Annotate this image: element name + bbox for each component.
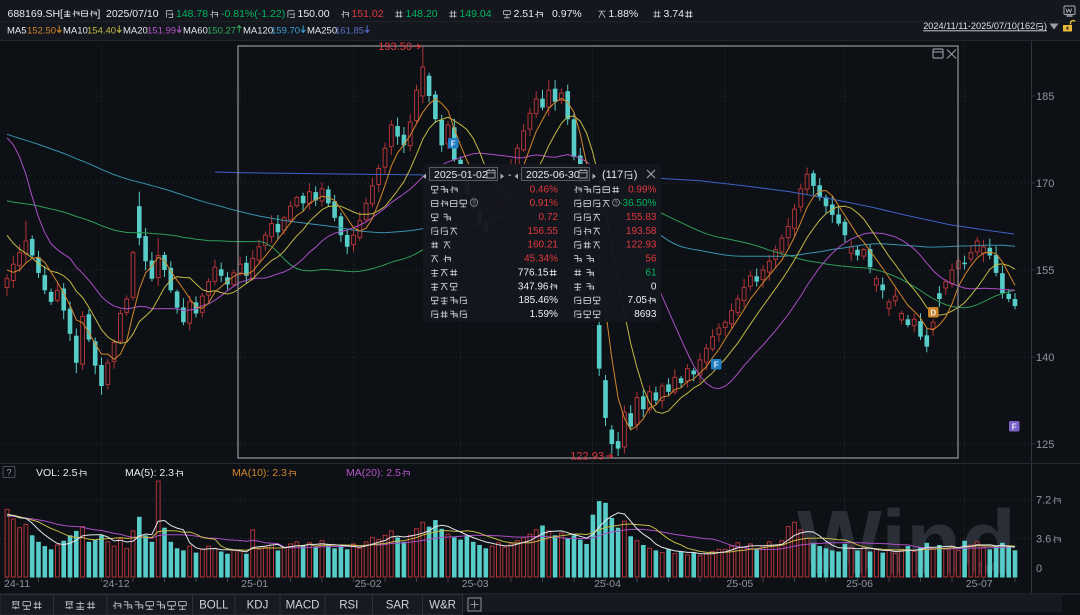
svg-text:2025-06-30: 2025-06-30 [526, 169, 580, 181]
svg-text:688169.SH[: 688169.SH[ [8, 8, 64, 20]
svg-text:0.46%: 0.46% [530, 184, 558, 195]
svg-text:156.55: 156.55 [527, 226, 558, 237]
svg-text:25-05: 25-05 [726, 578, 753, 590]
svg-text:125: 125 [1036, 439, 1054, 451]
svg-text:MA(20): 2.5: MA(20): 2.5 [346, 467, 401, 479]
svg-text:0: 0 [1036, 563, 1042, 575]
svg-text:122.93: 122.93 [626, 240, 657, 251]
svg-text:2025/07/10: 2025/07/10 [106, 8, 159, 20]
svg-text:159.70: 159.70 [271, 26, 300, 37]
svg-text:2.51: 2.51 [514, 8, 535, 20]
svg-text:D: D [930, 308, 936, 317]
svg-text:25-03: 25-03 [462, 578, 489, 590]
svg-text:25-01: 25-01 [241, 578, 268, 590]
svg-text:150.00: 150.00 [298, 8, 330, 20]
svg-text:185.46%: 185.46% [519, 295, 559, 306]
svg-text:0.72: 0.72 [539, 212, 559, 223]
svg-text:F: F [451, 139, 456, 148]
svg-text:24-11: 24-11 [4, 578, 30, 590]
svg-text:): ) [1044, 21, 1047, 31]
svg-text:185: 185 [1036, 91, 1054, 103]
svg-text:148.20: 148.20 [406, 8, 438, 20]
svg-text:]: ] [97, 8, 100, 20]
svg-text:0: 0 [651, 281, 657, 292]
svg-text:122.93: 122.93 [570, 451, 604, 463]
svg-text:MA10: MA10 [63, 26, 88, 37]
svg-text:MA20: MA20 [123, 26, 148, 37]
svg-text:160.21: 160.21 [527, 240, 558, 251]
svg-text:MA(10): 2.3: MA(10): 2.3 [232, 467, 287, 479]
svg-text:161.85: 161.85 [335, 26, 364, 37]
svg-text:148.78: 148.78 [176, 8, 208, 20]
svg-text:150.27: 150.27 [207, 26, 236, 37]
svg-text:8693: 8693 [634, 309, 657, 320]
svg-text:MA250: MA250 [307, 26, 337, 37]
svg-text:-36.50%: -36.50% [619, 198, 656, 209]
svg-text:3.74: 3.74 [664, 8, 685, 20]
svg-text:0.97%: 0.97% [552, 8, 582, 20]
svg-text:): ) [634, 169, 638, 181]
svg-text:SAR: SAR [386, 600, 410, 612]
svg-text:25-04: 25-04 [594, 578, 621, 590]
svg-text:149.04: 149.04 [460, 8, 492, 20]
svg-text:25-07: 25-07 [966, 578, 993, 590]
svg-text:?: ? [614, 201, 618, 207]
svg-text:56: 56 [645, 254, 657, 265]
svg-text:61: 61 [645, 267, 657, 278]
svg-text:347.96: 347.96 [518, 281, 549, 292]
svg-text:RSI: RSI [339, 600, 358, 612]
svg-text:25-06: 25-06 [846, 578, 873, 590]
svg-text:?: ? [6, 468, 11, 478]
svg-text:?: ? [472, 201, 476, 207]
svg-text:155: 155 [1036, 265, 1054, 277]
svg-text:193.58: 193.58 [626, 226, 657, 237]
svg-text:25-02: 25-02 [355, 578, 382, 590]
svg-text:BOLL: BOLL [199, 600, 229, 612]
svg-text:1.59%: 1.59% [530, 309, 558, 320]
svg-text:0.91%: 0.91% [530, 198, 558, 209]
svg-text:F: F [714, 360, 719, 369]
svg-text:0.99%: 0.99% [628, 184, 656, 195]
svg-text:(117: (117 [602, 169, 623, 181]
svg-text:VOL: 2.5: VOL: 2.5 [36, 467, 78, 479]
svg-text:7.05: 7.05 [628, 295, 648, 306]
svg-text:MA60: MA60 [183, 26, 208, 37]
svg-text:193.50: 193.50 [378, 41, 412, 53]
svg-text:170: 170 [1036, 178, 1054, 190]
svg-text:KDJ: KDJ [247, 600, 269, 612]
svg-text:3.6: 3.6 [1036, 534, 1051, 546]
svg-text:MACD: MACD [286, 600, 320, 612]
svg-text:MA120: MA120 [243, 26, 273, 37]
svg-text:155.83: 155.83 [626, 212, 657, 223]
svg-text:-: - [508, 169, 512, 181]
svg-text:24-12: 24-12 [103, 578, 130, 590]
svg-text:W&R: W&R [429, 600, 456, 612]
svg-text:1.88%: 1.88% [609, 8, 639, 20]
svg-text:-0.81%(-1.22): -0.81%(-1.22) [221, 8, 285, 20]
svg-text:151.99: 151.99 [147, 26, 176, 37]
svg-text:776.15: 776.15 [518, 267, 549, 278]
svg-text:140: 140 [1036, 352, 1054, 364]
svg-text:MA(5): 2.3: MA(5): 2.3 [125, 467, 174, 479]
svg-text:2024/11/11-2025/07/10(162: 2024/11/11-2025/07/10(162 [923, 21, 1035, 31]
svg-text:2025-01-02: 2025-01-02 [434, 169, 488, 181]
svg-text:151.02: 151.02 [352, 8, 384, 20]
svg-text:MA5: MA5 [7, 26, 27, 37]
svg-text:F: F [1012, 422, 1017, 431]
svg-text:152.50: 152.50 [27, 26, 56, 37]
svg-text:7.2: 7.2 [1036, 495, 1051, 507]
svg-text:45.34%: 45.34% [524, 254, 558, 265]
svg-text:154.40: 154.40 [87, 26, 116, 37]
